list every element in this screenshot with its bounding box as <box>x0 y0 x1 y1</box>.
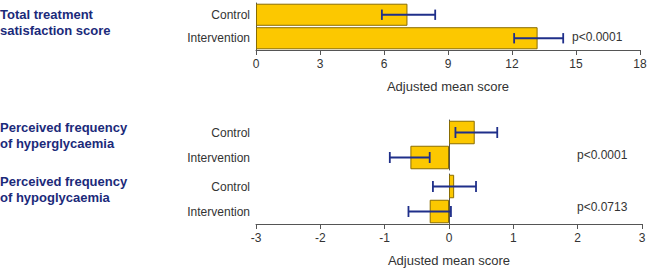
svg-text:p<0.0001: p<0.0001 <box>577 148 628 162</box>
svg-text:9: 9 <box>445 57 452 71</box>
svg-text:3: 3 <box>317 57 324 71</box>
svg-text:Control: Control <box>211 8 250 22</box>
svg-text:Intervention: Intervention <box>187 151 250 165</box>
svg-text:-3: -3 <box>251 231 262 245</box>
svg-text:1: 1 <box>510 231 517 245</box>
svg-text:15: 15 <box>569 57 583 71</box>
svg-text:satisfaction score: satisfaction score <box>0 23 111 38</box>
svg-text:18: 18 <box>633 57 647 71</box>
svg-text:2: 2 <box>574 231 581 245</box>
svg-text:p<0.0713: p<0.0713 <box>577 200 628 214</box>
svg-text:Perceived frequency: Perceived frequency <box>0 120 131 135</box>
svg-text:Control: Control <box>211 180 250 194</box>
svg-text:0: 0 <box>253 57 260 71</box>
svg-text:Total treatment: Total treatment <box>0 7 97 22</box>
svg-text:-1: -1 <box>379 231 390 245</box>
svg-text:0: 0 <box>446 231 453 245</box>
svg-text:Intervention: Intervention <box>187 205 250 219</box>
svg-text:-2: -2 <box>315 231 326 245</box>
svg-text:of hypoglycaemia: of hypoglycaemia <box>0 190 111 205</box>
svg-text:Adjusted mean score: Adjusted mean score <box>388 253 510 268</box>
svg-text:Intervention: Intervention <box>187 31 250 45</box>
svg-text:3: 3 <box>639 231 646 245</box>
svg-text:of hyperglycaemia: of hyperglycaemia <box>0 136 115 151</box>
svg-text:Adjusted mean score: Adjusted mean score <box>387 79 509 94</box>
svg-text:12: 12 <box>505 57 519 71</box>
svg-text:6: 6 <box>381 57 388 71</box>
svg-text:p<0.0001: p<0.0001 <box>572 30 623 44</box>
svg-text:Perceived frequency: Perceived frequency <box>0 174 131 189</box>
svg-text:Control: Control <box>211 126 250 140</box>
